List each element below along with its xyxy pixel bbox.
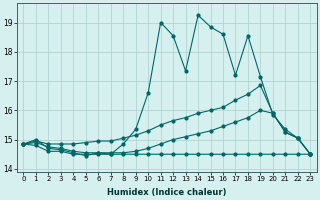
X-axis label: Humidex (Indice chaleur): Humidex (Indice chaleur) [107,188,227,197]
